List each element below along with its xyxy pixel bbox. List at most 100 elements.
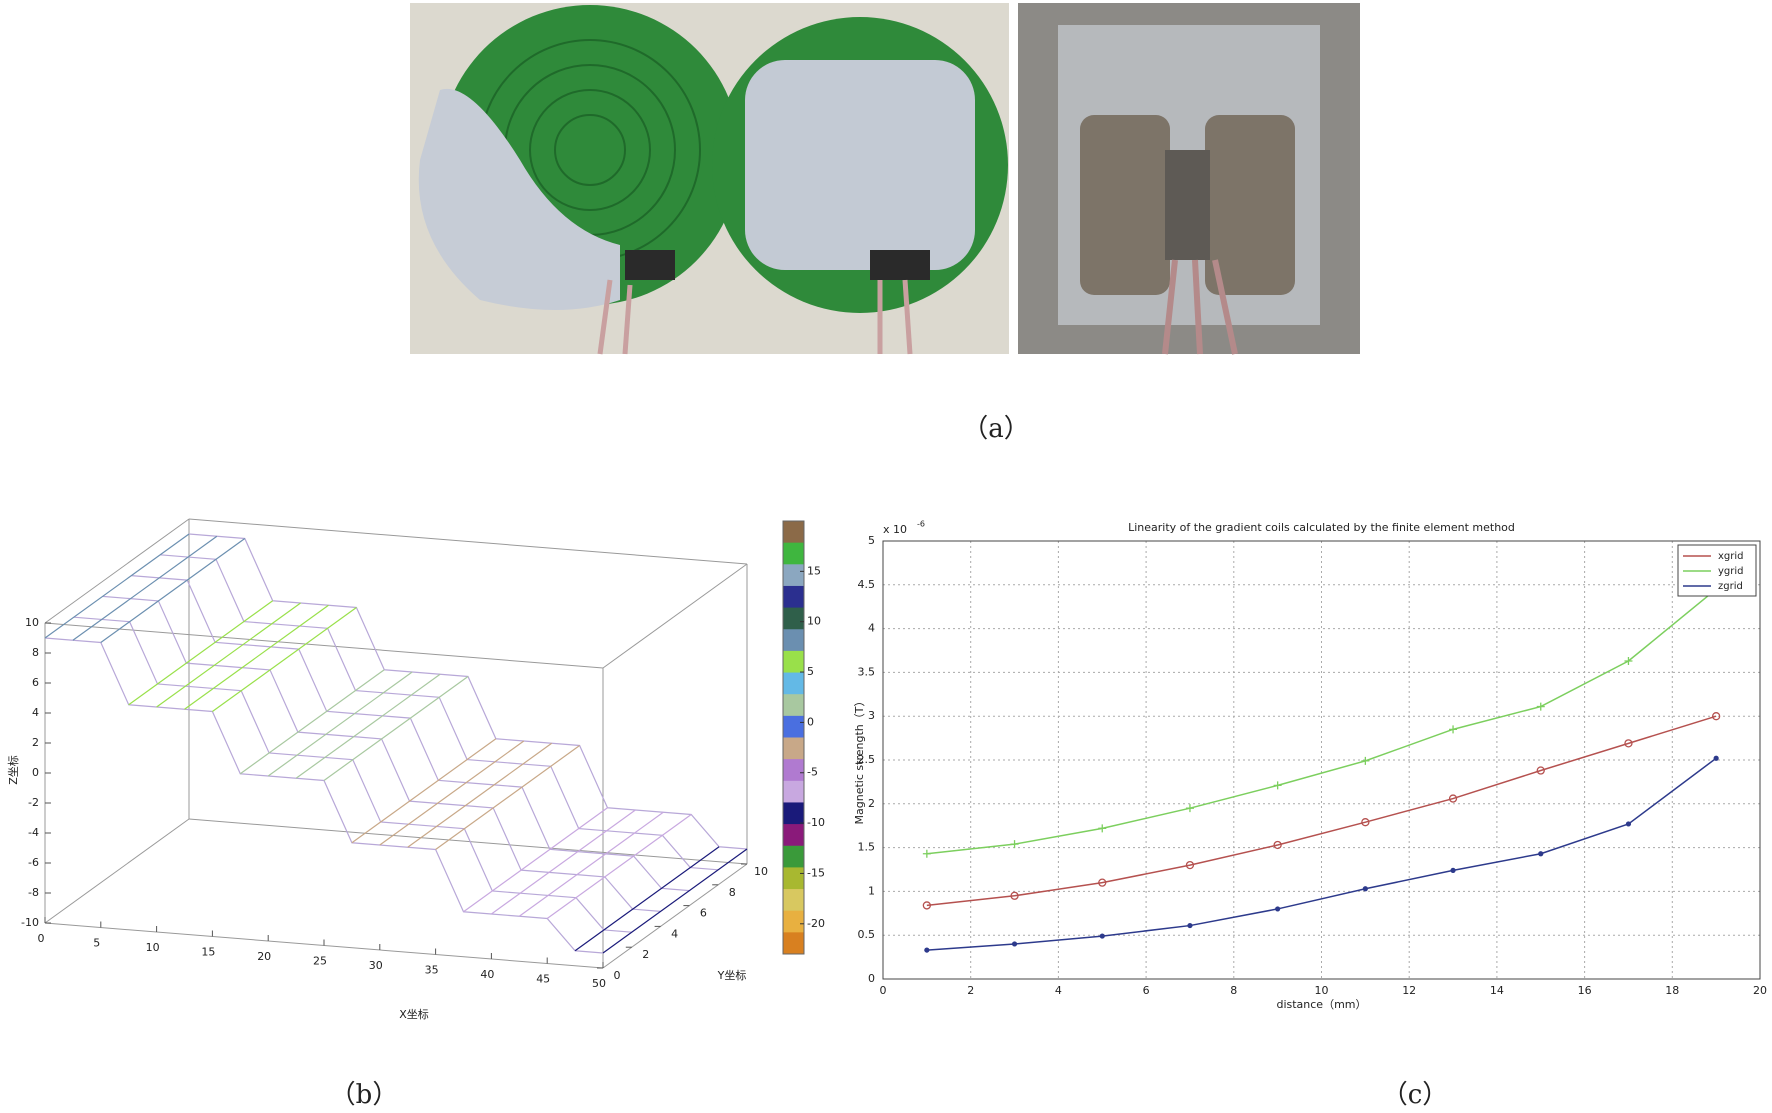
mesh-line — [72, 535, 218, 641]
mesh-line — [323, 676, 469, 781]
z-axis-label: Z坐标 — [6, 755, 20, 785]
marker — [1275, 906, 1281, 912]
caption: （c） — [1382, 1080, 1449, 1110]
series — [922, 712, 1721, 910]
series — [924, 755, 1719, 953]
marker — [1010, 891, 1019, 900]
z-tick-label: 4 — [32, 706, 39, 719]
x-tick-label: 15 — [201, 946, 215, 959]
colorbar-block — [783, 564, 804, 587]
colorbar-block — [783, 542, 804, 565]
box-edge — [44, 622, 604, 669]
colorbar-tick-label: -15 — [807, 866, 825, 879]
x-tick-label: 12 — [1402, 984, 1416, 997]
z-tick-label: -4 — [28, 826, 39, 839]
legend-label: ygrid — [1718, 566, 1744, 577]
x-tick-label: 35 — [425, 964, 439, 977]
colorbar-block — [783, 845, 804, 868]
x-tick-label: 30 — [369, 959, 383, 972]
marker — [1624, 657, 1633, 666]
mesh-line — [239, 669, 385, 775]
caption: （b） — [330, 1080, 399, 1110]
colorbar-tick-label: 0 — [807, 715, 814, 728]
x-tick-label: 18 — [1665, 984, 1679, 997]
z-tick-label: -6 — [28, 856, 39, 869]
marker — [1361, 818, 1370, 827]
z-tick-label: -10 — [21, 916, 39, 929]
legend-label: zgrid — [1718, 581, 1743, 592]
marker — [1712, 712, 1721, 721]
mesh-line — [491, 809, 636, 915]
x-tick-label: 5 — [93, 937, 100, 950]
z-tick-label: -8 — [28, 886, 39, 899]
y-tick-label: 0.5 — [858, 928, 876, 941]
y-tick-label: 3 — [868, 709, 875, 722]
mesh-line — [602, 848, 748, 954]
mesh-line — [102, 595, 661, 912]
y-tick-label: 4.5 — [858, 578, 876, 591]
marker — [1010, 840, 1019, 849]
x-tick-label: 20 — [257, 950, 271, 963]
mesh-line — [212, 607, 357, 712]
marker — [1448, 794, 1458, 803]
colorbar-frame — [782, 520, 805, 955]
x-tick-label: 50 — [592, 977, 606, 990]
mesh-line — [128, 600, 274, 706]
colorbar-tick-label: 15 — [807, 564, 821, 577]
mesh-line — [160, 554, 719, 871]
z-tick-label: 6 — [32, 676, 39, 689]
box-edge — [188, 518, 748, 565]
marker — [1098, 878, 1107, 887]
x-axis-label: X坐标 — [399, 1007, 429, 1021]
y-tick-label: 2.5 — [858, 753, 876, 766]
legend-label: xgrid — [1718, 551, 1744, 562]
colorbar-block — [783, 521, 804, 544]
mesh-line — [546, 814, 692, 919]
colorbar-block — [783, 672, 804, 695]
z-tick-label: 2 — [32, 736, 39, 749]
chart-title: Linearity of the gradient coils calculat… — [1128, 521, 1515, 534]
colorbar-block — [783, 889, 804, 912]
y-tick-label: 5 — [868, 534, 875, 547]
mesh-line — [44, 533, 190, 639]
y-exponent: -6 — [917, 520, 925, 529]
series — [922, 585, 1721, 858]
colorbar-block — [783, 802, 804, 825]
x-tick-label: 4 — [1055, 984, 1062, 997]
colorbar-tick-label: -20 — [807, 917, 825, 930]
colorbar-block — [783, 932, 804, 955]
y-tick-label: 3.5 — [858, 665, 876, 678]
caption: （a） — [962, 414, 1030, 444]
x-tick-label: 0 — [38, 932, 45, 945]
colorbar-block — [783, 629, 804, 652]
mesh-line — [435, 745, 580, 850]
colorbar-block — [783, 650, 804, 674]
box-edge — [44, 518, 190, 624]
colorbar-tick-label: -10 — [807, 816, 825, 829]
colorbar-block — [783, 607, 804, 630]
marker — [1362, 886, 1368, 892]
mesh-line — [574, 846, 720, 952]
y-tick-label: 2 — [868, 797, 875, 810]
mesh-line — [379, 740, 525, 846]
marker — [1273, 840, 1282, 850]
mesh-line — [267, 671, 413, 777]
x-tick-label: 10 — [1315, 984, 1329, 997]
y-axis-label: Magnetic strength（T） — [853, 696, 866, 825]
x-axis-label: distance（mm） — [1276, 998, 1366, 1011]
marker — [922, 849, 931, 858]
colorbar-block — [783, 585, 804, 609]
box-edge — [602, 563, 748, 669]
marker — [1187, 922, 1193, 929]
mesh-line — [188, 533, 748, 850]
plot-frame — [882, 540, 1761, 980]
y-tick-label: 6 — [700, 907, 707, 920]
colorbar-block — [783, 824, 804, 847]
series-line — [926, 715, 1717, 907]
x-tick-label: 14 — [1490, 984, 1504, 997]
x-tick-label: 8 — [1230, 984, 1237, 997]
mesh-line — [131, 575, 690, 892]
colorbar-tick-label: 10 — [807, 615, 821, 628]
y-tick-label: 10 — [754, 865, 768, 878]
